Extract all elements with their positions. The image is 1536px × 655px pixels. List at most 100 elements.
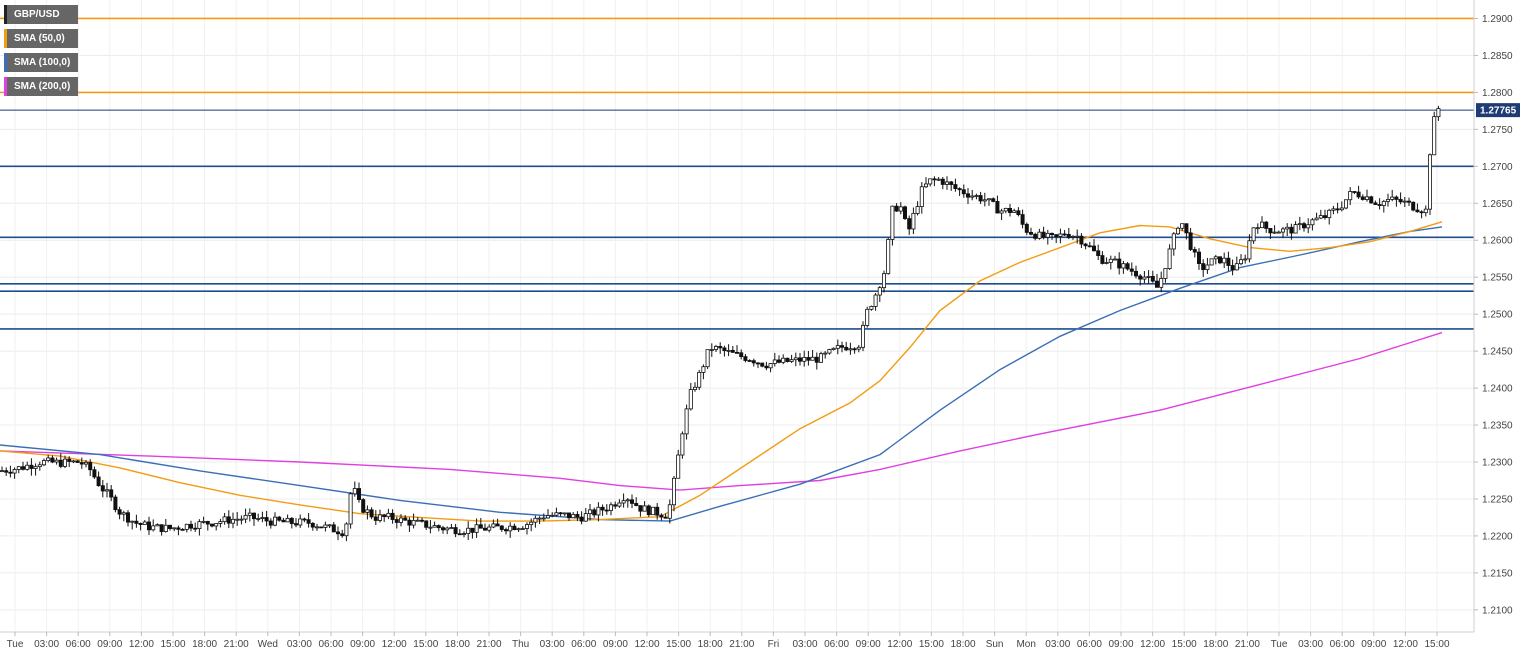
candle-body — [1344, 199, 1349, 209]
candle-body — [571, 514, 576, 519]
candle-body — [617, 502, 622, 507]
candle-body — [1201, 263, 1206, 271]
x-tick-label: 09:00 — [350, 639, 375, 650]
candle-body — [356, 488, 361, 501]
candle-body — [949, 181, 954, 185]
candle-body — [840, 345, 845, 348]
candle-body — [634, 503, 639, 506]
candle-body — [726, 349, 731, 352]
candle-body — [1087, 245, 1092, 248]
candle-body — [352, 488, 357, 495]
candle-body — [1276, 231, 1281, 234]
candle-body — [302, 518, 307, 521]
candle-body — [856, 346, 861, 350]
candle-body — [1415, 209, 1420, 213]
candle-body — [1016, 210, 1021, 215]
candle-body — [1159, 278, 1164, 288]
candle-body — [319, 526, 324, 529]
candle-body — [676, 454, 681, 479]
candle-body — [1083, 243, 1088, 247]
candle-body — [1188, 232, 1193, 250]
candle-body — [159, 524, 164, 533]
candle-body — [495, 523, 500, 527]
candle-body — [1079, 235, 1084, 245]
candle-body — [562, 512, 567, 515]
candle-body — [1243, 258, 1248, 261]
candle-body — [835, 345, 840, 349]
candle-body — [201, 520, 206, 523]
candle-body — [819, 353, 824, 363]
candle-body — [567, 512, 572, 519]
x-tick-label: 15:00 — [1172, 639, 1197, 650]
candle-body — [1041, 231, 1046, 238]
horizontal-levels — [0, 17, 1474, 330]
candle-body — [672, 477, 677, 506]
y-tick-label: 1.2100 — [1482, 605, 1513, 616]
candle-body — [609, 504, 614, 511]
legend-label: SMA (200,0) — [14, 81, 71, 92]
candle-body — [1339, 207, 1344, 211]
candle-body — [730, 349, 735, 353]
candle-body — [764, 365, 769, 369]
candle-body — [659, 514, 664, 518]
candle-body — [1066, 234, 1071, 238]
legend-swatch — [4, 53, 7, 72]
legend-swatch — [4, 77, 7, 96]
candle-body — [1352, 191, 1357, 193]
candle-body — [1390, 196, 1395, 200]
candle-body — [1096, 250, 1101, 256]
candle-body — [268, 520, 273, 526]
x-tick-label: 15:00 — [919, 639, 944, 650]
x-tick-label: 15:00 — [160, 639, 185, 650]
candle-body — [613, 504, 618, 507]
legend-item-sma-200[interactable]: SMA (200,0) — [4, 77, 79, 96]
candle-body — [987, 198, 992, 201]
y-tick-label: 1.2300 — [1482, 457, 1513, 468]
candle-body — [1129, 268, 1134, 272]
candle-body — [403, 517, 408, 521]
x-tick-label: 06:00 — [66, 639, 91, 650]
candle-body — [642, 505, 647, 512]
candle-body — [747, 360, 752, 362]
candle-body — [1008, 207, 1013, 213]
candle-body — [1142, 276, 1147, 280]
legend-item-sma-50[interactable]: SMA (50,0) — [4, 29, 79, 48]
candle-body — [386, 512, 391, 518]
legend-item-symbol[interactable]: GBP/USD — [4, 5, 79, 24]
candle-body — [806, 357, 811, 361]
candle-body — [1436, 108, 1441, 118]
candle-body — [214, 523, 219, 527]
legend-item-sma-100[interactable]: SMA (100,0) — [4, 53, 79, 72]
candle-body — [75, 460, 80, 463]
candle-body — [869, 306, 874, 310]
candle-body — [1365, 196, 1370, 200]
candle-body — [865, 308, 870, 326]
candle-body — [142, 521, 147, 525]
candle-body — [693, 386, 698, 390]
candle-body — [1281, 228, 1286, 233]
candle-body — [1222, 257, 1227, 264]
y-tick-label: 1.2800 — [1482, 88, 1513, 99]
candle-body — [1113, 258, 1118, 261]
candle-body — [592, 509, 597, 516]
x-tick-label: 12:00 — [382, 639, 407, 650]
candle-body — [398, 517, 403, 523]
y-tick-label: 1.2450 — [1482, 347, 1513, 358]
candle-body — [264, 517, 269, 522]
candle-body — [1134, 270, 1139, 277]
candle-body — [1327, 209, 1332, 219]
candle-body — [1289, 226, 1294, 234]
candle-body — [575, 514, 580, 518]
candle-body — [1176, 227, 1181, 235]
candle-body — [470, 527, 475, 533]
candle-body — [92, 469, 97, 478]
candle-body — [588, 509, 593, 515]
candle-body — [646, 505, 651, 516]
candle-body — [777, 359, 782, 363]
candle-body — [1255, 227, 1260, 230]
candle-body — [697, 372, 702, 388]
candle-body — [991, 198, 996, 202]
candle-body — [1012, 210, 1017, 213]
candle-body — [289, 517, 294, 524]
y-tick-label: 1.2500 — [1482, 310, 1513, 321]
